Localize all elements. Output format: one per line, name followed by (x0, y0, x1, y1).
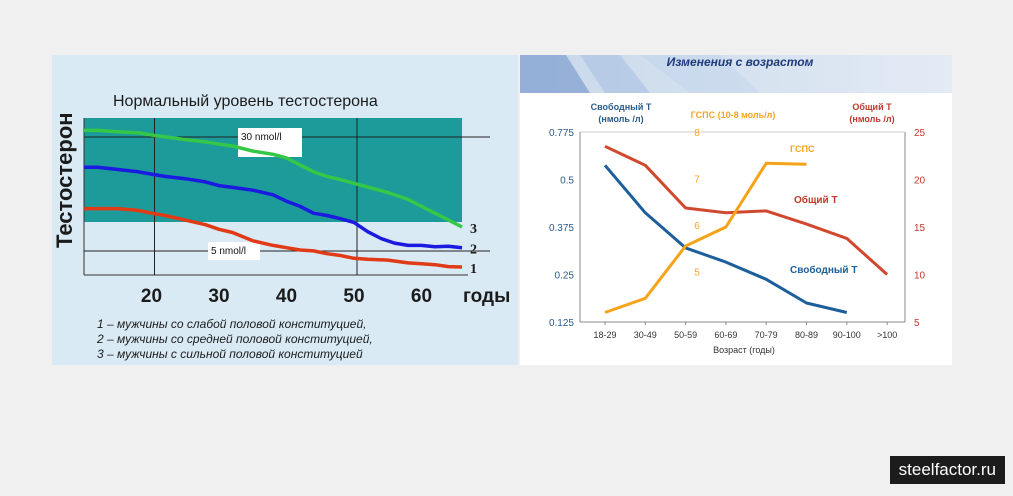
left-series-label-1: 1 (470, 262, 477, 277)
series-inline-label: Свободный Т (790, 264, 857, 276)
right-axis-tick: 25 (914, 128, 926, 139)
right-chart-title: Изменения с возрастом (667, 55, 814, 69)
series-inline-label: ГСПС (790, 144, 815, 154)
right-axis-title: (нмоль /л) (849, 114, 894, 124)
middle-axis-tick: 5 (694, 268, 700, 279)
watermark: steelfactor.ru (889, 456, 1005, 484)
left-axis-tick: 0.25 (555, 271, 575, 282)
middle-axis-tick: 7 (694, 175, 700, 186)
middle-axis-tick: 8 (694, 128, 700, 139)
left-series-label-2: 2 (470, 243, 477, 258)
x-tick-label: >100 (877, 330, 897, 340)
right-axis-tick: 15 (914, 223, 926, 234)
x-tick-label: 50-59 (674, 330, 697, 340)
right-axis-tick: 20 (914, 176, 926, 187)
left-axis-tick: 0.775 (549, 128, 574, 139)
left-x-tick-50: 50 (343, 286, 364, 307)
legend-item-2: 2 – мужчины со средней половой конституц… (96, 332, 373, 346)
header-decoration-3 (640, 55, 760, 93)
left-axis-tick: 0.125 (549, 318, 574, 329)
x-tick-label: 30-49 (634, 330, 657, 340)
right-x-axis-label: Возраст (годы) (713, 345, 775, 355)
left-y-axis-label: Тестостерон (52, 112, 77, 248)
header-decoration (520, 55, 590, 93)
left-axis-tick: 0.5 (560, 176, 574, 187)
left-x-tick-60: 60 (411, 286, 432, 307)
right-series-line-1 (603, 164, 848, 314)
left-axis-title: (нмоль /л) (598, 114, 643, 124)
series-inline-label: Общий Т (794, 194, 838, 206)
left-chart-title: Нормальный уровень тестостерона (113, 93, 378, 110)
left-axis-title: Свободный Т (591, 102, 652, 112)
x-tick-label: 90-100 (833, 330, 861, 340)
right-chart-panel: Изменения с возрастом 0.775 0.5 0.375 0.25 0… (520, 55, 952, 365)
x-tick-label: 70-79 (755, 330, 778, 340)
left-x-axis-label: годы (463, 286, 510, 307)
x-tick-label: 18-29 (593, 330, 616, 340)
reference-label-box-5 (208, 242, 260, 260)
x-tick-label: 80-89 (795, 330, 818, 340)
header-decoration-2 (580, 55, 650, 93)
reference-label-5: 5 nmol/l (211, 246, 246, 257)
left-x-tick-20: 20 (141, 286, 162, 307)
right-series-line-2 (604, 161, 807, 314)
left-series-line-3 (84, 128, 463, 229)
reference-label-30: 30 nmol/l (241, 132, 282, 143)
legend-item-1: 1 – мужчины со слабой половой конституци… (97, 317, 366, 331)
left-series-label-3: 3 (470, 222, 477, 237)
left-chart-panel: Нормальный уровень тестостерона Тестосте… (52, 55, 518, 365)
left-series-line-1 (84, 206, 463, 269)
left-x-tick-40: 40 (276, 286, 297, 307)
left-x-tick-30: 30 (208, 286, 229, 307)
x-tick-label: 60-69 (714, 330, 737, 340)
middle-axis-title: ГСПС (10-8 моль/л) (691, 110, 776, 120)
legend-item-3: 3 – мужчины с сильной половой конституци… (97, 347, 363, 361)
left-series-line-2 (84, 165, 463, 250)
left-axis-tick: 0.375 (549, 223, 574, 234)
right-series-line-0 (604, 144, 889, 276)
right-axis-title: Общий Т (852, 102, 892, 112)
middle-axis-tick: 6 (694, 221, 700, 232)
right-axis-tick: 10 (914, 271, 926, 282)
right-axis-tick: 5 (914, 318, 920, 329)
